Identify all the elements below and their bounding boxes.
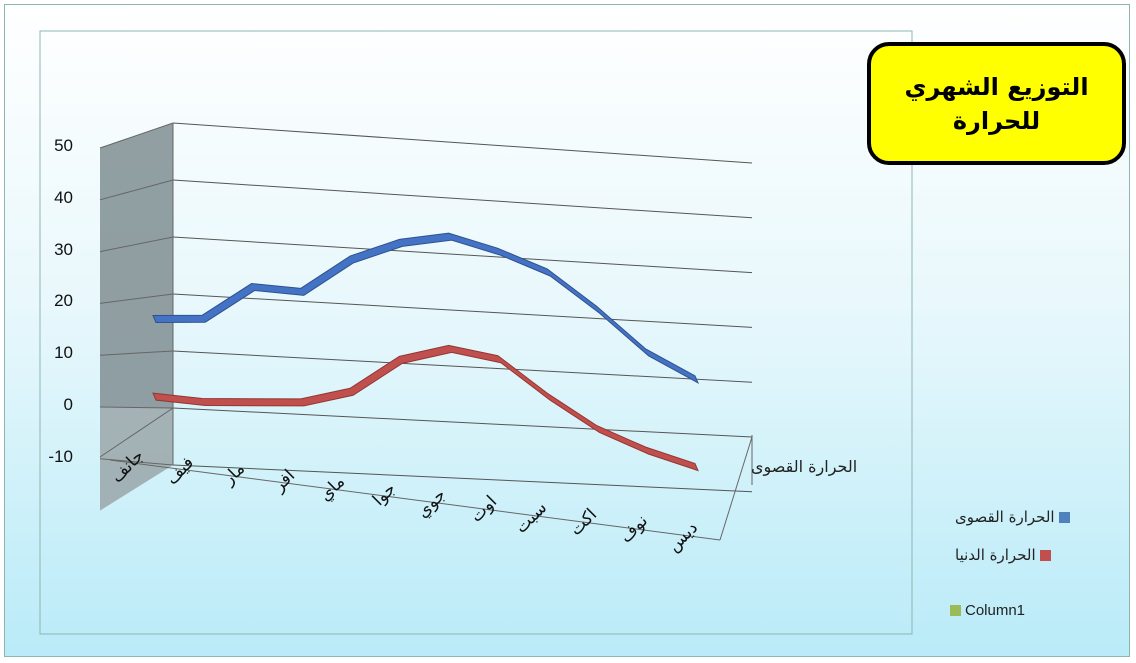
gridline-side: [99, 179, 174, 201]
side-wall-shade: [100, 123, 173, 408]
y-tick-label: 40: [54, 187, 73, 207]
gridline-back: [172, 407, 753, 438]
gridline-back: [172, 122, 753, 164]
chart-title-line-2: للحرارة: [952, 106, 1041, 135]
legend-label-max: الحرارة القصوى: [955, 508, 1055, 526]
plot-area: [39, 30, 913, 635]
legend-item-min[interactable]: الحرارة الدنيا: [955, 546, 1051, 564]
y-tick-label: 20: [54, 291, 73, 311]
chart-title-line-1: التوزيع الشهري: [904, 72, 1089, 101]
y-tick-label: -10: [48, 446, 73, 466]
plot-frame: [39, 30, 913, 635]
gridline-back: [172, 179, 753, 219]
legend-item-max[interactable]: الحرارة القصوى: [955, 508, 1070, 526]
legend-label-column1: Column1: [965, 602, 1026, 619]
legend-swatch-max: [1058, 511, 1070, 523]
y-tick-label: 0: [63, 395, 73, 414]
chart-title-box: التوزيع الشهري للحرارة: [867, 42, 1126, 165]
y-tick-label: 30: [54, 239, 73, 259]
y-tick-label: 50: [54, 136, 73, 155]
legend-swatch-min: [1039, 549, 1051, 561]
series-axis-label: الحرارة القصوى: [751, 457, 858, 476]
series-ribbon-0: [152, 232, 700, 384]
chart-area: التوزيع الشهري للحرارة الحرارة القصوى ال…: [4, 4, 1130, 657]
gridline-side: [99, 406, 174, 409]
gridline-side: [99, 122, 174, 149]
gridline-back: [172, 293, 753, 328]
gridline-side: [99, 293, 174, 304]
floor-edge: [99, 407, 174, 458]
legend-swatch-column1: [950, 605, 961, 616]
legend-item-column1[interactable]: Column1: [950, 602, 1025, 619]
series-ribbon-1: [152, 344, 699, 472]
floor-right-edge: [719, 436, 753, 541]
floor-front-edge: [109, 459, 721, 541]
gridline-side: [99, 350, 174, 356]
gridline-back: [172, 464, 753, 493]
gridline-back: [172, 350, 753, 383]
gridline-back: [172, 236, 753, 274]
legend-label-min: الحرارة الدنيا: [955, 546, 1036, 564]
y-tick-label: 10: [54, 343, 73, 363]
gridline-side: [99, 236, 174, 253]
